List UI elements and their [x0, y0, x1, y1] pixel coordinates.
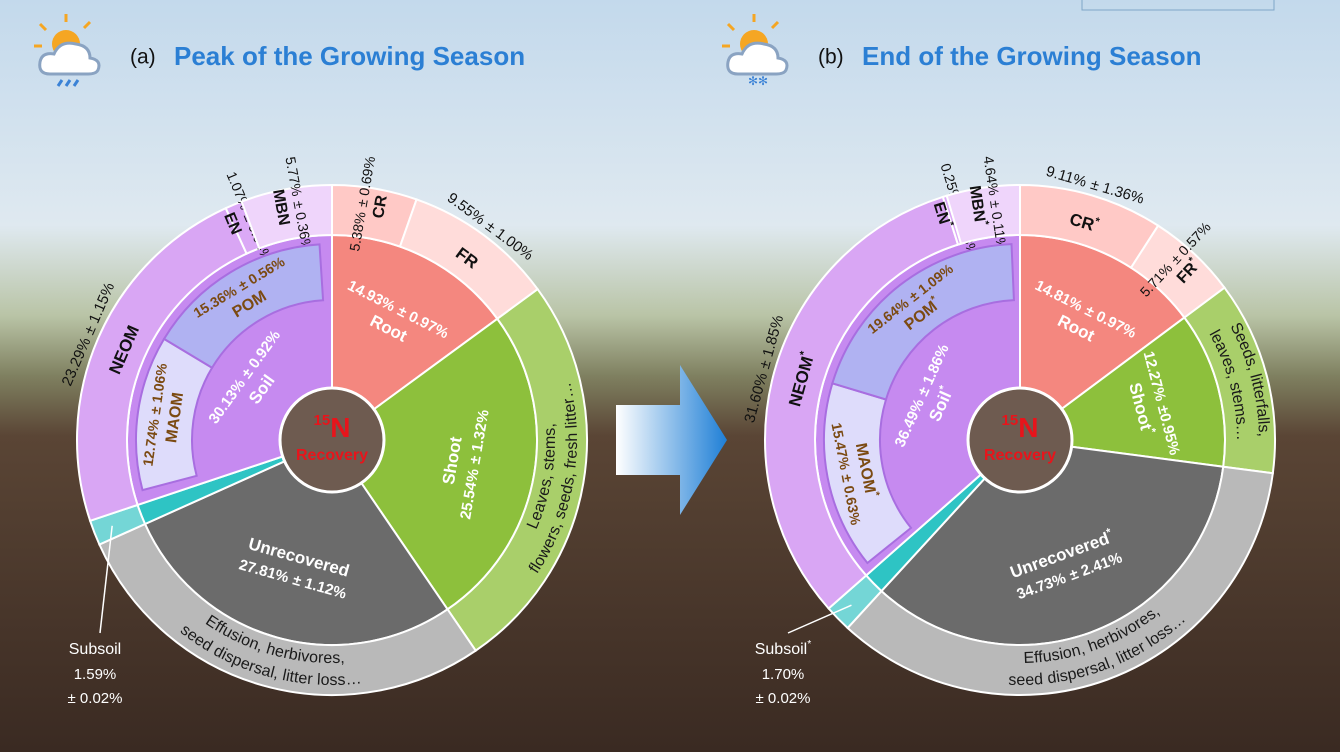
infographic: ✻✻ (a)Peak of the Growing SeasonCR5.38%±…: [0, 0, 1340, 752]
name: Subsoil: [69, 641, 121, 658]
value-label: 1.59%: [74, 666, 117, 683]
panel-label: (b): [818, 46, 844, 69]
segment-name: Subsoil: [69, 641, 121, 658]
panel-title: Peak of the Growing Season: [174, 41, 525, 71]
element: N: [330, 412, 350, 443]
name: Subsoil: [755, 641, 807, 658]
element: N: [1018, 412, 1038, 443]
center-label: Recovery: [296, 447, 368, 464]
value-label: 1.70%: [762, 666, 805, 683]
page: {"chart_data": [ {"type": "sunburst", "p…: [0, 0, 1340, 752]
error-label: ± 0.02%: [68, 690, 123, 707]
isotope-mass: 15: [1002, 412, 1019, 429]
svg-text:✻✻: ✻✻: [748, 74, 768, 88]
panel-title: End of the Growing Season: [862, 41, 1201, 71]
isotope-mass: 15: [314, 412, 331, 429]
segment-name: Subsoil*: [755, 639, 812, 658]
panel-label: (a): [130, 46, 156, 69]
marker: *: [807, 639, 811, 650]
error-label: ± 0.02%: [756, 690, 811, 707]
center-label: Recovery: [984, 447, 1056, 464]
